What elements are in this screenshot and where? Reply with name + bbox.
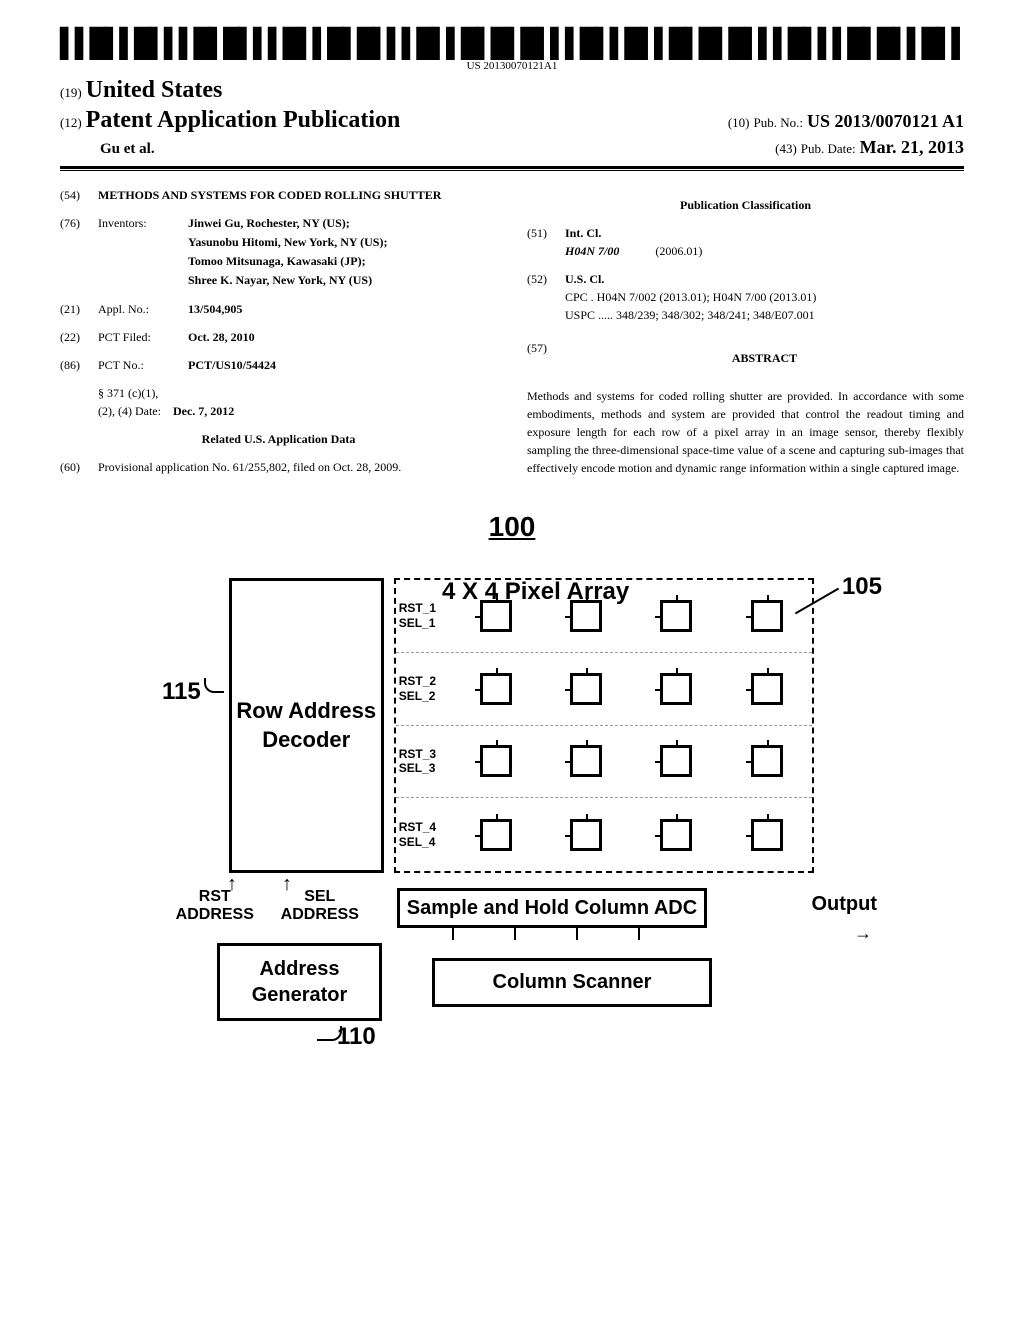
country-name: United States	[86, 77, 223, 103]
header-divider	[60, 166, 964, 171]
rst-1: RST_1	[399, 601, 451, 615]
intcl-code: (51)	[527, 224, 565, 260]
pct-no-label: PCT No.:	[98, 356, 188, 374]
ref-115: 115	[162, 678, 224, 706]
uscl-code: (52)	[527, 270, 565, 324]
section-371: § 371 (c)(1),	[98, 384, 497, 402]
barcode-text: US 20130070121A1	[60, 60, 964, 72]
inventor-4: Shree K. Nayar, New York, NY (US)	[188, 273, 372, 287]
output-label: Output	[811, 893, 877, 916]
cpc-text: CPC . H04N 7/002 (2013.01); H04N 7/00 (2…	[565, 290, 816, 304]
sample-hold-block: Sample and Hold Column ADC	[397, 888, 707, 928]
figure-diagram: 4 X 4 Pixel Array 105 115 Row Address De…	[162, 578, 862, 1021]
pct-no: PCT/US10/54424	[188, 358, 276, 372]
pub-date-code: (43)	[775, 141, 797, 156]
sel-4: SEL_4	[399, 835, 451, 849]
date-371-label: (2), (4) Date:	[98, 404, 161, 418]
output-arrow-icon: →	[854, 923, 872, 944]
pixel-grid: RST_1SEL_1 RST_2SEL_2 RST_3SEL_3 RST_4SE…	[394, 578, 814, 873]
pixel-row-4: RST_4SEL_4	[396, 798, 812, 871]
arrow-up-icon: ↑	[227, 873, 237, 896]
authors: Gu et al.	[100, 141, 155, 157]
arrow-up-icon: ↑	[282, 873, 292, 896]
classification-head: Publication Classification	[527, 196, 964, 214]
inventor-3: Tomoo Mitsunaga, Kawasaki (JP);	[188, 254, 366, 268]
pub-date: Mar. 21, 2013	[860, 137, 964, 157]
pct-filed-label: PCT Filed:	[98, 328, 188, 346]
column-scanner-block: Column Scanner	[432, 958, 712, 1007]
appl-label: Appl. No.:	[98, 300, 188, 318]
figure-title: 100	[60, 511, 964, 543]
related-data-head: Related U.S. Application Data	[60, 430, 497, 448]
pixel-row-1: RST_1SEL_1	[396, 580, 812, 653]
inventors-code: (76)	[60, 214, 98, 290]
intcl-label: Int. Cl.	[565, 226, 601, 240]
rst-3: RST_3	[399, 747, 451, 761]
abstract-text: Methods and systems for coded rolling sh…	[527, 387, 964, 477]
rst-4: RST_4	[399, 820, 451, 834]
row-address-decoder: Row Address Decoder	[229, 578, 384, 873]
provisional-code: (60)	[60, 458, 98, 476]
appl-no: 13/504,905	[188, 302, 242, 316]
pct-filed: Oct. 28, 2010	[188, 330, 255, 344]
inventor-2: Yasunobu Hitomi, New York, NY (US);	[188, 235, 387, 249]
pub-num-code: (10)	[728, 115, 750, 130]
barcode-area: ▌▌█▌▌█▌▌▌█▌█▌▌▌█▌▌█▌█▌▌▌█▌▌█▌█▌█▌▌▌█▌▌█▌…	[60, 30, 964, 72]
inventor-1: Jinwei Gu, Rochester, NY (US);	[188, 216, 350, 230]
provisional-text: Provisional application No. 61/255,802, …	[98, 458, 497, 476]
header: (19) United States (12) Patent Applicati…	[60, 77, 964, 158]
pub-date-label: Pub. Date:	[801, 141, 856, 156]
pixel-row-3: RST_3SEL_3	[396, 726, 812, 799]
pct-no-code: (86)	[60, 356, 98, 374]
invention-title: METHODS AND SYSTEMS FOR CODED ROLLING SH…	[98, 186, 497, 204]
sel-1: SEL_1	[399, 616, 451, 630]
uspc-text: USPC ..... 348/239; 348/302; 348/241; 34…	[565, 308, 815, 322]
inventors-list: Jinwei Gu, Rochester, NY (US); Yasunobu …	[188, 214, 497, 290]
pct-filed-code: (22)	[60, 328, 98, 346]
rst-2: RST_2	[399, 674, 451, 688]
sel-2: SEL_2	[399, 689, 451, 703]
inventors-label: Inventors:	[98, 214, 188, 290]
ref-105: 105	[842, 573, 882, 601]
abstract-label: ABSTRACT	[565, 349, 964, 367]
abstract-code: (57)	[527, 339, 565, 377]
pub-type-code: (12)	[60, 115, 82, 130]
date-371: Dec. 7, 2012	[173, 404, 234, 418]
address-generator-block: Address Generator	[217, 943, 382, 1021]
uscl-label: U.S. Cl.	[565, 272, 604, 286]
country-code: (19)	[60, 85, 82, 100]
bibliographic-data: (54) METHODS AND SYSTEMS FOR CODED ROLLI…	[60, 186, 964, 486]
pixel-row-2: RST_2SEL_2	[396, 653, 812, 726]
pub-num: US 2013/0070121 A1	[807, 111, 964, 131]
pub-type: Patent Application Publication	[86, 107, 401, 133]
title-code: (54)	[60, 186, 98, 204]
sel-3: SEL_3	[399, 761, 451, 775]
pub-num-label: Pub. No.:	[753, 115, 802, 130]
appl-code: (21)	[60, 300, 98, 318]
figure-area: 100 4 X 4 Pixel Array 105 115 Row Addres…	[60, 511, 964, 1021]
barcode: ▌▌█▌▌█▌▌▌█▌█▌▌▌█▌▌█▌█▌▌▌█▌▌█▌█▌█▌▌▌█▌▌█▌…	[60, 30, 966, 58]
intcl-year: (2006.01)	[655, 244, 702, 258]
ref-110: 110	[337, 1023, 376, 1051]
intcl-class: H04N 7/00	[565, 244, 619, 258]
